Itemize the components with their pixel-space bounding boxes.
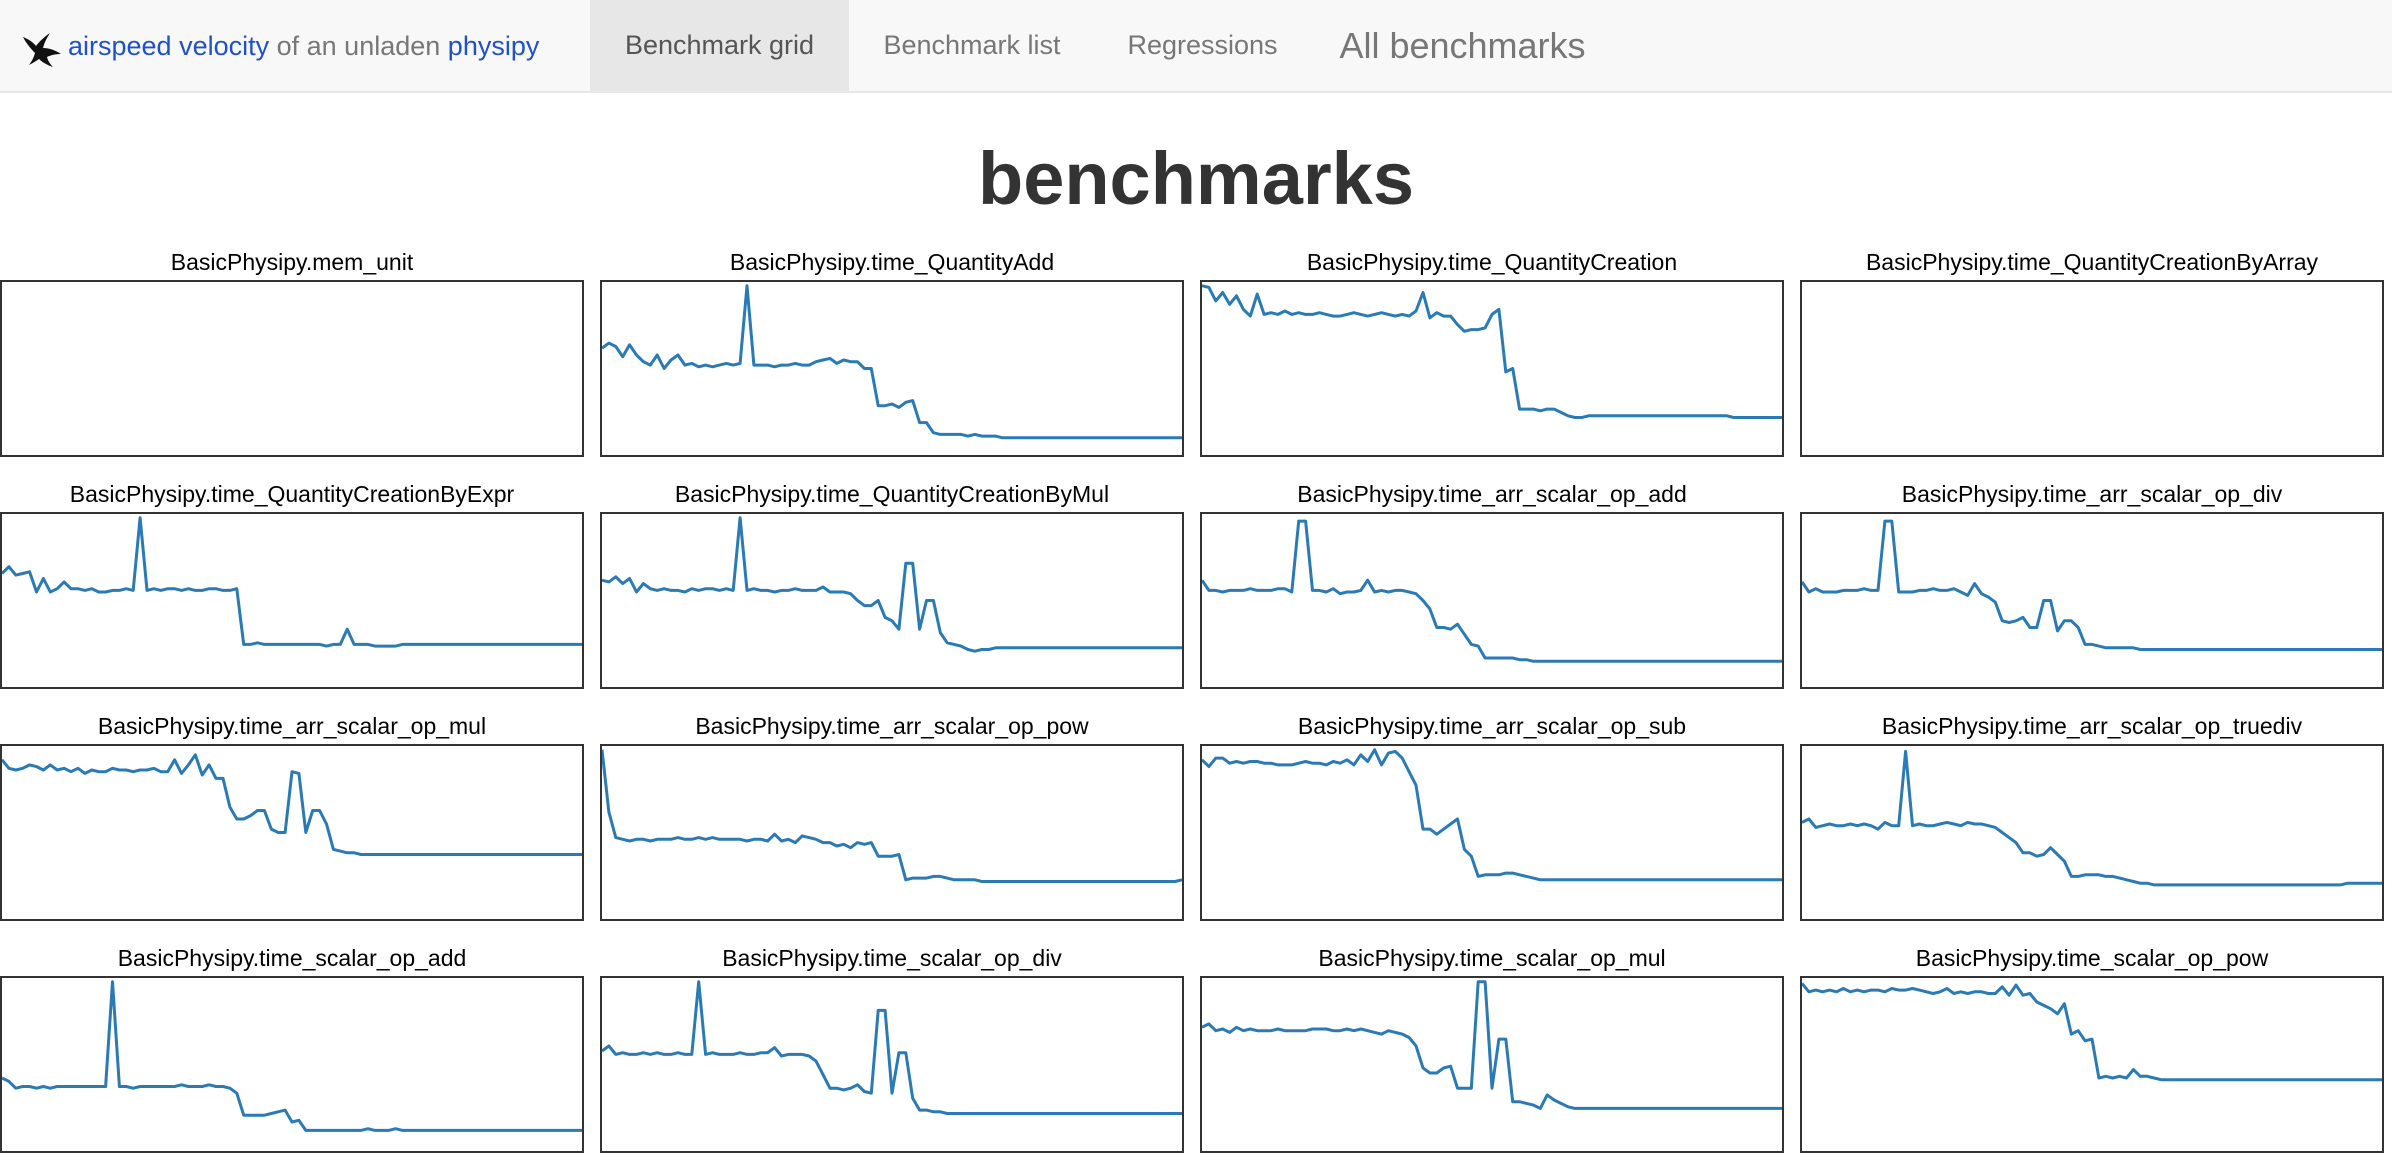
benchmark-plot[interactable] <box>1200 976 1784 1153</box>
series-line <box>602 284 1182 440</box>
benchmark-plot[interactable] <box>1800 280 2384 457</box>
benchmark-sparkline <box>602 516 1182 653</box>
asv-home-link[interactable]: airspeed velocity <box>68 31 270 61</box>
nav-all-benchmarks[interactable]: All benchmarks <box>1339 24 1586 66</box>
benchmark-sparkline <box>1802 982 2382 1082</box>
benchmark-sparkline <box>1802 282 2382 455</box>
benchmark-title[interactable]: BasicPhysipy.time_arr_scalar_op_sub <box>1297 713 1687 739</box>
benchmark-sparkline <box>1802 749 2382 887</box>
benchmark-title[interactable]: BasicPhysipy.time_arr_scalar_op_pow <box>695 713 1089 739</box>
benchmark-title[interactable]: BasicPhysipy.time_QuantityAdd <box>729 249 1055 275</box>
benchmark-title[interactable]: BasicPhysipy.time_QuantityCreationByArra… <box>1865 249 2319 275</box>
benchmark-sparkline <box>1202 284 1782 419</box>
series-line <box>2 753 582 856</box>
benchmark-sparkline <box>602 284 1182 440</box>
benchmark-title[interactable]: BasicPhysipy.mem_unit <box>170 249 414 275</box>
series-line <box>602 749 1182 883</box>
benchmark-plot[interactable] <box>0 512 584 689</box>
benchmark-sparkline <box>1202 748 1782 882</box>
benchmark-sparkline <box>2 753 582 856</box>
nav-benchmark-grid[interactable]: Benchmark grid <box>590 0 849 91</box>
series-line <box>1202 519 1782 663</box>
series-line <box>602 516 1182 653</box>
series-line <box>2 516 582 648</box>
project-link[interactable]: physipy <box>447 31 540 61</box>
benchmark-title[interactable]: BasicPhysipy.time_QuantityCreationByExpr <box>69 481 515 507</box>
series-line <box>1802 749 2382 887</box>
benchmark-title[interactable]: BasicPhysipy.time_scalar_op_mul <box>1318 945 1666 971</box>
series-line <box>1202 980 1782 1110</box>
benchmark-sparkline <box>2 282 582 455</box>
benchmark-sparkline <box>602 980 1182 1115</box>
benchmark-title[interactable]: BasicPhysipy.time_scalar_op_pow <box>1915 945 2269 971</box>
benchmark-title[interactable]: BasicPhysipy.time_QuantityCreationByMul <box>674 481 1110 507</box>
benchmark-plot[interactable] <box>1200 512 1784 689</box>
benchmark-plot[interactable] <box>600 744 1184 921</box>
benchmark-plot[interactable] <box>0 280 584 457</box>
benchmark-title[interactable]: BasicPhysipy.time_arr_scalar_op_div <box>1901 481 2283 507</box>
benchmark-plot[interactable] <box>600 976 1184 1153</box>
benchmark-sparkline <box>2 516 582 648</box>
benchmark-plot[interactable] <box>0 976 584 1153</box>
brand: airspeed velocity of an unladen physipy <box>20 0 539 93</box>
swallow-bird-icon[interactable] <box>20 25 64 69</box>
benchmark-sparkline <box>1202 980 1782 1110</box>
series-line <box>602 980 1182 1115</box>
nav-regressions[interactable]: Regressions <box>1127 30 1278 60</box>
brand-tagline: of an unladen <box>276 31 441 61</box>
benchmark-plot[interactable] <box>1200 744 1784 921</box>
navbar: airspeed velocity of an unladen physipy … <box>0 0 2392 93</box>
benchmark-sparkline <box>1202 519 1782 663</box>
series-line <box>1202 748 1782 882</box>
benchmark-sparkline <box>602 749 1182 883</box>
benchmark-title[interactable]: BasicPhysipy.time_scalar_op_div <box>722 945 1062 971</box>
nav-benchmark-list[interactable]: Benchmark list <box>883 30 1061 60</box>
page-title: benchmarks <box>978 137 1414 220</box>
benchmark-title[interactable]: BasicPhysipy.time_arr_scalar_op_mul <box>97 713 487 739</box>
benchmark-plot[interactable] <box>0 744 584 921</box>
benchmark-plot[interactable] <box>1800 744 2384 921</box>
series-line <box>1202 284 1782 419</box>
benchmark-plot[interactable] <box>1200 280 1784 457</box>
benchmark-sparkline <box>1802 519 2382 651</box>
benchmark-plot[interactable] <box>1800 512 2384 689</box>
benchmark-plot[interactable] <box>1800 976 2384 1153</box>
benchmark-plot[interactable] <box>600 280 1184 457</box>
series-line <box>2 980 582 1132</box>
benchmark-title[interactable]: BasicPhysipy.time_arr_scalar_op_truediv <box>1881 713 2303 739</box>
benchmark-title[interactable]: BasicPhysipy.time_scalar_op_add <box>117 945 467 971</box>
benchmark-title[interactable]: BasicPhysipy.time_QuantityCreation <box>1306 249 1678 275</box>
benchmark-plot[interactable] <box>600 512 1184 689</box>
benchmark-title[interactable]: BasicPhysipy.time_arr_scalar_op_add <box>1297 481 1687 507</box>
benchmark-sparkline <box>2 980 582 1132</box>
series-line <box>1802 982 2382 1082</box>
series-line <box>1802 519 2382 651</box>
